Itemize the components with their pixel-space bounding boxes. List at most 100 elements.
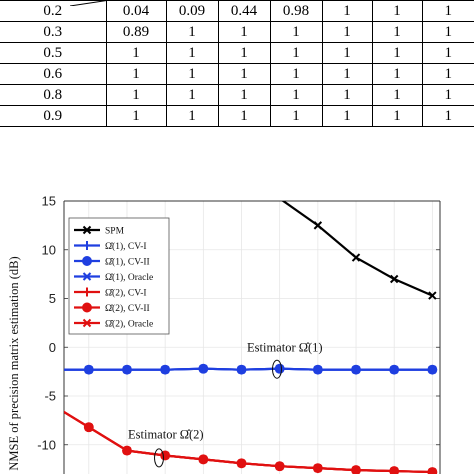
point-omega1-oracle <box>275 364 284 373</box>
table-cell: 1 <box>269 63 323 85</box>
point-omega2-oracle <box>313 463 323 473</box>
point-spm <box>428 291 437 300</box>
row-label: 0.8 <box>0 84 107 106</box>
legend-label: Ω̂(2), Oracle <box>105 319 153 330</box>
table-cell: 1 <box>321 63 373 85</box>
table-cell: 1 <box>421 84 474 106</box>
legend-marker <box>82 302 92 313</box>
point-omega2-oracle <box>275 461 284 471</box>
legend-marker <box>82 287 92 297</box>
table-cell: 1 <box>321 84 373 106</box>
legend: SPM Ω̂(1), CV-I Ω̂(1), CV-II Ω̂(1), Oracle Ω… <box>68 217 170 335</box>
annotation-ellipse-2 <box>154 448 164 468</box>
table-cell: 1 <box>165 63 219 85</box>
y-tick-label: 15 <box>42 194 56 209</box>
point-omega1-oracle <box>199 364 208 373</box>
table-cell: 1 <box>371 63 423 85</box>
table-cell: 1 <box>217 84 271 106</box>
legend-label: Ω̂(1), CV-II <box>105 257 150 268</box>
point-omega2-oracle <box>389 466 399 474</box>
table-row: 0.6 1 1 1 1 1 1 1 <box>0 63 474 85</box>
table-cell: 1 <box>165 105 219 127</box>
point-spm <box>389 274 399 284</box>
legend-label: Ω̂(2), CV-I <box>105 288 147 299</box>
legend-marker <box>82 256 92 266</box>
legend-label: Ω̂(2), CV-II <box>105 303 150 314</box>
table-cell: 1 <box>371 21 423 43</box>
table-row: 0.3 0.89 1 1 1 1 1 1 <box>0 21 474 43</box>
table-cell: 1 <box>269 42 323 64</box>
table-cell: 0.98 <box>269 0 323 22</box>
table-cell: 1 <box>105 84 167 106</box>
table-cell: 1 <box>321 105 373 127</box>
table-cell: 1 <box>105 105 167 127</box>
point-omega1-oracle <box>160 365 170 374</box>
point-omega2-oracle <box>199 455 208 464</box>
table-row: 0.8 1 1 1 1 1 1 1 <box>0 84 474 106</box>
table-cell: 1 <box>217 42 271 64</box>
nmse-line-chart: 15 10 5 0 -5 -10 NMSE of precision matrix esti… <box>7 194 441 474</box>
legend-marker <box>82 272 92 281</box>
y-tick-label: 5 <box>49 291 56 306</box>
table-cell: 1 <box>217 21 271 43</box>
point-spm <box>351 253 361 262</box>
table-row: 0.5 1 1 1 1 1 1 1 <box>0 42 474 64</box>
table-cell: 0.09 <box>165 0 219 22</box>
point-omega2-oracle <box>237 459 246 468</box>
table-cell: 1 <box>421 63 474 85</box>
y-axis-label: NMSE of precision matrix estimation (dB) <box>7 256 21 470</box>
legend-label: SPM <box>105 227 125 237</box>
table-cell: 1 <box>421 0 474 22</box>
point-omega1-oracle <box>237 365 246 374</box>
y-tick-label: -10 <box>37 437 56 452</box>
table-cell: 1 <box>321 21 373 43</box>
point-omega1-oracle <box>389 365 399 374</box>
table-cell: 0.04 <box>105 0 167 22</box>
table-cell: 1 <box>421 42 474 64</box>
annotation-ellipse-1 <box>272 359 282 379</box>
legend-label: Ω̂(1), Oracle <box>105 272 153 283</box>
y-tick-label: 0 <box>49 340 56 355</box>
table-cell: 1 <box>321 0 373 22</box>
table-cell: 1 <box>217 105 271 127</box>
row-label: 0.2 <box>0 0 107 22</box>
table-cell: 1 <box>421 21 474 43</box>
point-omega1-oracle <box>313 365 323 374</box>
table-cell: 1 <box>217 63 271 85</box>
row-label: 0.6 <box>0 63 107 85</box>
table-cell: 1 <box>421 105 474 127</box>
point-spm <box>313 221 323 230</box>
table-cell: 1 <box>269 105 323 127</box>
table-row: 0.2 0.04 0.09 0.44 0.98 1 1 1 <box>0 0 474 22</box>
table-row: 0.9 1 1 1 1 1 1 1 <box>0 105 474 127</box>
table-cell: 1 <box>371 84 423 106</box>
results-table: 0.2 0.04 0.09 0.44 0.98 1 1 1 0.3 0.89 1 1 1 1 1 1 0.5 1 1… <box>0 0 474 127</box>
table-cell: 1 <box>269 84 323 106</box>
point-omega2-oracle <box>122 446 132 455</box>
table-cell: 1 <box>165 84 219 106</box>
point-omega2-oracle <box>428 467 437 474</box>
series-line-omega1-oracle <box>64 367 433 371</box>
row-label: 0.9 <box>0 105 107 127</box>
annotation-estimator-1: Estimator Ω̂(1) <box>247 340 323 354</box>
table-cell: 1 <box>165 21 219 43</box>
legend-marker <box>82 241 92 250</box>
table-cell: 1 <box>371 105 423 127</box>
row-label: 0.5 <box>0 42 107 64</box>
table-cell: 1 <box>165 42 219 64</box>
legend-marker <box>82 318 92 328</box>
table-cell: 1 <box>269 21 323 43</box>
y-tick-label: 10 <box>42 242 56 257</box>
point-omega1-oracle <box>122 365 132 374</box>
point-omega2-oracle <box>84 422 94 432</box>
legend-label: Ω̂(1), CV-I <box>105 241 147 252</box>
point-omega1-oracle <box>84 365 94 374</box>
point-omega1-oracle <box>428 365 437 374</box>
point-omega1-oracle <box>351 365 361 374</box>
annotation-estimator-2: Estimator Ω̂(2) <box>128 427 204 441</box>
table-cell: 1 <box>371 42 423 64</box>
point-omega2-oracle <box>351 465 361 474</box>
legend-marker <box>82 225 92 235</box>
table-cell: 1 <box>105 63 167 85</box>
table-cell: 0.44 <box>217 0 271 22</box>
